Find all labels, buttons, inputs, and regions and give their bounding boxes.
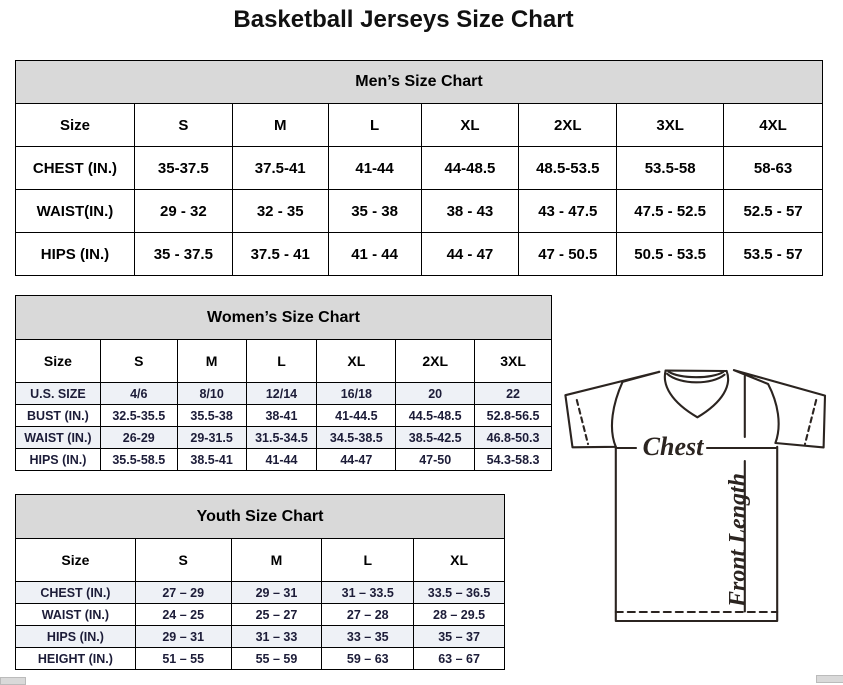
svg-text:Chest: Chest (643, 432, 704, 461)
svg-text:Front Length: Front Length (725, 473, 751, 608)
